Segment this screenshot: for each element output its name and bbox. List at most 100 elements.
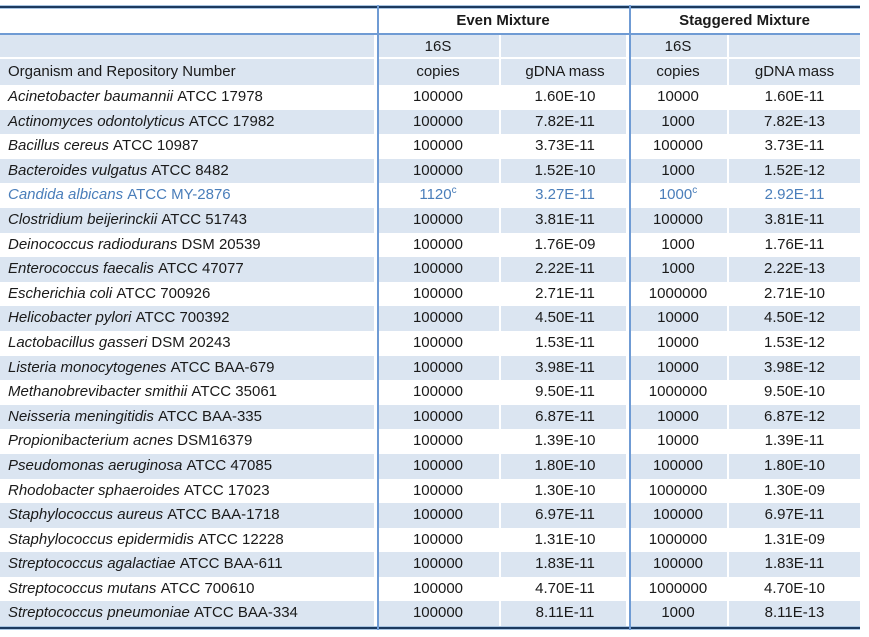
- staggered-copies-value: 100000: [652, 210, 704, 228]
- repository-number: ATCC 35061: [191, 383, 278, 401]
- even-staggered-separator-line: [629, 5, 631, 631]
- organism-cell: Staphylococcus epidermidis ATCC 12228: [0, 528, 377, 553]
- even-copies-value: 100000: [412, 579, 464, 597]
- even-copies-cell: 1120c: [377, 183, 501, 208]
- staggered-copies-cell: 100000: [629, 207, 729, 233]
- organism-name: Escherichia coli: [8, 284, 117, 302]
- even-copies-cell: 100000: [377, 134, 501, 159]
- staggered-copies-value: 100000: [652, 506, 704, 524]
- even-copies-cell: 100000: [377, 207, 501, 233]
- staggered-copies-cell: 100000: [629, 453, 729, 479]
- repository-number: ATCC 17982: [188, 112, 275, 130]
- staggered-gdna-header: gDNA mass: [754, 63, 835, 80]
- staggered-copies-value: 1000000: [648, 530, 708, 548]
- even-copies-value: 100000: [412, 284, 464, 302]
- staggered-copies-value: 10000: [657, 358, 699, 376]
- organism-cell: Helicobacter pylori ATCC 700392: [0, 306, 377, 331]
- staggered-gdna-cell: 7.82E-13: [764, 112, 825, 130]
- staggered-copies-cell: 100000: [629, 552, 729, 577]
- even-gdna-header: gDNA mass: [501, 59, 629, 85]
- staggered-gdna-cell: 1.76E-11: [764, 235, 825, 253]
- table-row: Propionibacterium acnes DSM16379 100000 …: [0, 429, 860, 454]
- table-row: Listeria monocytogenes ATCC BAA-679 1000…: [0, 355, 860, 381]
- repository-number: DSM 20539: [181, 235, 261, 253]
- organism-cell: Clostridium beijerinckii ATCC 51743: [0, 208, 377, 233]
- staggered-copies-value: 100000: [652, 555, 704, 573]
- organism-cell: Streptococcus pneumoniae ATCC BAA-334: [0, 601, 377, 626]
- staggered-copies-cell: 1000000: [629, 478, 729, 504]
- staggered-copies-value: 10000: [657, 333, 699, 351]
- staggered-copies-value: 1000: [661, 161, 695, 179]
- staggered-gdna-cell: 3.81E-11: [764, 210, 825, 228]
- organism-name: Clostridium beijerinckii: [8, 210, 162, 228]
- staggered-gdna-cell: 8.11E-13: [764, 604, 825, 622]
- staggered-copies-cell: 1000c: [629, 183, 729, 208]
- empty-cell: [0, 35, 377, 57]
- column-header-row: Organism and Repository Number copies gD…: [0, 59, 860, 85]
- even-mixture-header: Even Mixture: [456, 12, 550, 29]
- table-row: Staphylococcus aureus ATCC BAA-1718 1000…: [0, 503, 860, 528]
- table-row: Streptococcus agalactiae ATCC BAA-611 10…: [0, 552, 860, 577]
- even-copies-cell: 100000: [377, 257, 501, 282]
- even-gdna-cell: 6.87E-11: [501, 405, 629, 430]
- even-gdna-cell: 7.82E-11: [501, 110, 629, 135]
- staggered-copies-cell: 10000: [629, 85, 729, 110]
- repository-number: ATCC MY-2876: [127, 186, 231, 204]
- staggered-copies-cell: 1000: [629, 257, 729, 282]
- organism-cell: Acinetobacter baumannii ATCC 17978: [0, 85, 377, 110]
- even-copies-cell: 100000: [377, 453, 501, 479]
- staggered-copies-cell: 1000000: [629, 576, 729, 602]
- staggered-copies-header: copies: [629, 59, 729, 85]
- organism-name: Enterococcus faecalis: [8, 260, 159, 278]
- organism-cell: Listeria monocytogenes ATCC BAA-679: [0, 356, 377, 381]
- empty-cell: [501, 35, 629, 57]
- even-gdna-cell: 1.76E-09: [501, 233, 629, 258]
- staggered-copies-value: 1000: [661, 604, 695, 622]
- repository-number: ATCC 700926: [116, 284, 211, 302]
- even-gdna-cell: 8.11E-11: [501, 601, 629, 626]
- organism-name: Actinomyces odontolyticus: [8, 112, 189, 130]
- even-copies-cell: 100000: [377, 85, 501, 110]
- mixture-header-row: Even Mixture Staggered Mixture: [0, 9, 860, 33]
- staggered-gdna-cell: 6.87E-12: [764, 407, 825, 425]
- staggered-gdna-cell: 1.31E-09: [764, 530, 825, 548]
- staggered-copies-value: 1000: [661, 112, 695, 130]
- organism-cell: Actinomyces odontolyticus ATCC 17982: [0, 110, 377, 135]
- even-copies-cell: 100000: [377, 576, 501, 602]
- header-separator-line: [0, 33, 860, 35]
- table-row: Methanobrevibacter smithii ATCC 35061 10…: [0, 380, 860, 405]
- even-copies-value: 100000: [412, 309, 464, 327]
- organism-cell: Methanobrevibacter smithii ATCC 35061: [0, 380, 377, 405]
- sixteen-s-header-row: 16S 16S: [0, 35, 860, 57]
- table-body: Acinetobacter baumannii ATCC 17978 10000…: [0, 85, 860, 627]
- even-copies-cell: 100000: [377, 478, 501, 504]
- even-copies-value: 100000: [412, 530, 464, 548]
- repository-number: ATCC BAA-1718: [167, 506, 280, 524]
- even-copies-cell: 100000: [377, 404, 501, 430]
- staggered-mixture-header: Staggered Mixture: [679, 12, 810, 29]
- staggered-copies-value: 10000: [657, 88, 699, 105]
- organism-cell: Bacteroides vulgatus ATCC 8482: [0, 159, 377, 184]
- repository-number: ATCC BAA-679: [170, 358, 275, 376]
- even-copies-cell: 100000: [377, 109, 501, 135]
- organism-cell: Propionibacterium acnes DSM16379: [0, 429, 377, 454]
- even-gdna-cell: 6.97E-11: [501, 503, 629, 528]
- repository-number: ATCC 8482: [151, 161, 229, 179]
- table-row: Streptococcus mutans ATCC 700610 100000 …: [0, 576, 860, 602]
- even-copies-header: copies: [377, 59, 501, 85]
- table-row: Enterococcus faecalis ATCC 47077 100000 …: [0, 257, 860, 282]
- staggered-copies-cell: 10000: [629, 429, 729, 454]
- organism-name: Candida albicans: [8, 186, 128, 204]
- organism-cell: Streptococcus mutans ATCC 700610: [0, 577, 377, 602]
- organism-cell: Deinococcus radiodurans DSM 20539: [0, 233, 377, 258]
- even-copies-cell: 100000: [377, 429, 501, 454]
- even-gdna-cell: 3.98E-11: [501, 356, 629, 381]
- table-bottom-border: [0, 626, 860, 631]
- even-16s-header: 16S: [377, 35, 501, 57]
- staggered-gdna-cell: 1.80E-10: [764, 456, 825, 474]
- even-gdna-cell: 1.53E-11: [501, 331, 629, 356]
- even-gdna-cell: 9.50E-11: [501, 380, 629, 405]
- table-row: Actinomyces odontolyticus ATCC 17982 100…: [0, 109, 860, 135]
- staggered-copies-cell: 1000000: [629, 281, 729, 307]
- even-copies-cell: 100000: [377, 552, 501, 577]
